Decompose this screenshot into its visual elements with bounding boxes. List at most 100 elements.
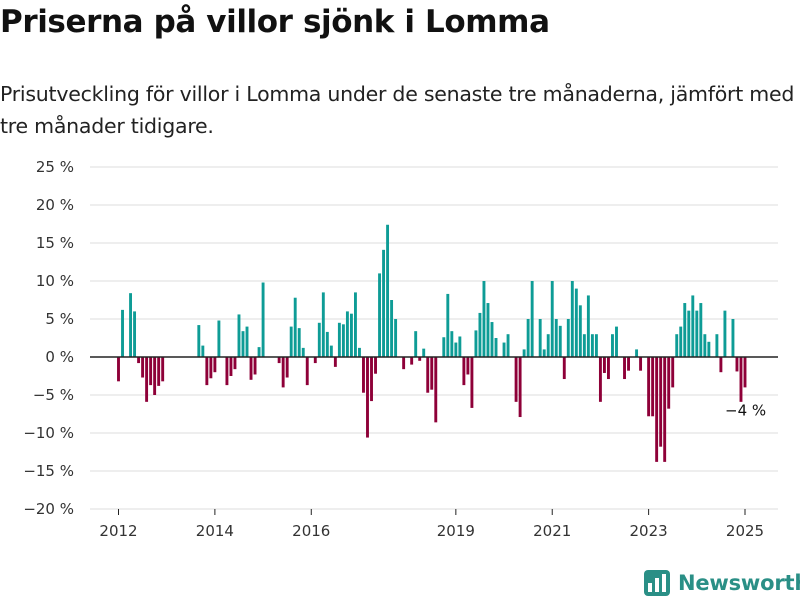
bar <box>149 357 153 386</box>
x-tick-label: 2012 <box>99 522 137 540</box>
bar <box>422 348 426 357</box>
bar <box>426 357 430 393</box>
bar <box>687 310 691 357</box>
bar <box>546 334 550 357</box>
bar <box>566 319 570 357</box>
y-tick-label: 20 % <box>36 196 74 214</box>
bar <box>378 273 381 357</box>
bar <box>731 319 735 357</box>
bar <box>277 357 281 364</box>
bar <box>667 357 671 409</box>
bar <box>691 295 695 357</box>
bar <box>257 347 261 357</box>
bar <box>313 357 317 364</box>
bar <box>153 357 157 395</box>
newsworthy-logo: Newsworthy <box>644 568 800 598</box>
bar <box>341 324 345 357</box>
bar <box>602 357 606 373</box>
bar-chart: 25 % 20 % 15 % 10 % 5 % 0 % −5 % −10 % −15 % −20 … <box>23 158 778 540</box>
bar <box>486 303 490 357</box>
bar <box>133 311 137 357</box>
bar <box>390 300 394 357</box>
bar <box>466 357 470 375</box>
bar <box>253 357 257 375</box>
y-tick-label: 10 % <box>36 272 74 290</box>
bar <box>715 334 719 357</box>
y-tick-label: 0 % <box>45 348 74 366</box>
y-tick-label: 5 % <box>45 310 74 328</box>
bar <box>518 357 522 418</box>
x-tick-label: 2016 <box>292 522 330 540</box>
bar <box>675 334 679 357</box>
bar <box>538 319 542 357</box>
y-tick-label: −5 % <box>33 386 74 404</box>
bar <box>607 357 610 380</box>
bar <box>418 357 422 361</box>
bar <box>494 338 498 357</box>
bar <box>639 357 643 371</box>
y-tick-label: −15 % <box>23 462 74 480</box>
bar <box>739 357 743 402</box>
bar <box>550 281 554 357</box>
bar <box>205 357 209 386</box>
bar <box>707 341 711 357</box>
bar <box>281 357 285 388</box>
bar <box>366 357 369 438</box>
bar <box>209 357 213 379</box>
bar <box>402 357 406 370</box>
chart-title: Priserna på villor sjönk i Lomma <box>0 4 550 40</box>
bar <box>297 328 301 357</box>
bar <box>358 347 361 357</box>
bar <box>611 334 614 357</box>
bar <box>514 357 518 402</box>
bar <box>241 331 245 357</box>
bar <box>382 249 386 357</box>
bar <box>586 295 590 357</box>
bar <box>655 357 659 462</box>
y-tick-label: 15 % <box>36 234 74 252</box>
bar <box>430 357 434 390</box>
bar <box>325 331 329 357</box>
y-tick-label: −10 % <box>23 424 74 442</box>
bar <box>627 357 630 371</box>
bar <box>285 357 289 378</box>
bar <box>245 326 249 357</box>
bar <box>623 357 626 380</box>
bar <box>474 330 478 357</box>
bar <box>663 357 667 462</box>
bar <box>703 334 707 357</box>
bar <box>615 326 618 357</box>
bar <box>434 357 438 423</box>
bar <box>117 357 120 382</box>
y-tick-label: −20 % <box>23 500 74 518</box>
bar <box>522 349 526 357</box>
bar <box>482 281 486 357</box>
bar <box>386 224 390 357</box>
bar <box>635 349 639 357</box>
bar <box>558 325 562 357</box>
bar <box>679 326 683 357</box>
bar <box>478 312 482 357</box>
bar <box>502 342 506 357</box>
bar <box>237 314 241 357</box>
bar <box>446 293 450 357</box>
bar <box>345 311 349 357</box>
bar <box>651 357 655 417</box>
bar <box>374 357 377 374</box>
bar <box>333 357 337 367</box>
bar <box>530 281 534 357</box>
bar <box>735 357 739 372</box>
bar <box>229 357 233 376</box>
bar <box>490 322 494 357</box>
x-tick-label: 2023 <box>630 522 668 540</box>
x-tick-label: 2021 <box>533 522 571 540</box>
bar <box>723 310 727 357</box>
bar <box>590 334 594 357</box>
bar <box>506 334 510 357</box>
bar <box>161 357 165 382</box>
bar <box>598 357 602 402</box>
bar <box>329 345 333 357</box>
bar <box>317 322 321 357</box>
bar <box>305 357 309 386</box>
bar <box>157 357 161 386</box>
